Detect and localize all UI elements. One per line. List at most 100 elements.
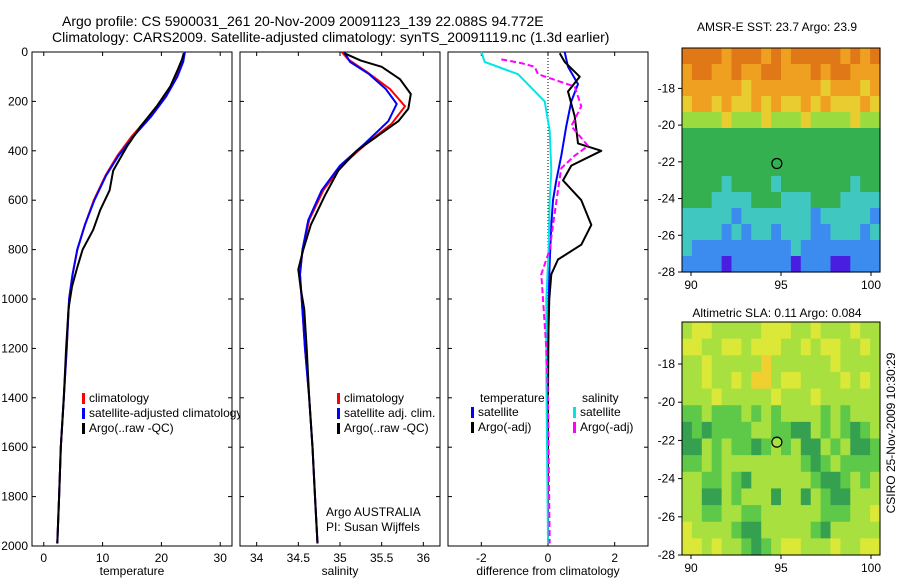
sla-cell <box>781 371 792 390</box>
sla-cell <box>761 388 772 406</box>
sst-cell <box>790 48 802 65</box>
sla-xtick-label: 95 <box>774 561 788 575</box>
sla-cell <box>691 388 703 406</box>
sla-cell <box>790 388 802 406</box>
sla-cell <box>721 338 733 356</box>
sst-cell <box>711 80 723 97</box>
sst-cell <box>751 160 762 177</box>
temperature-xlabel: temperature <box>100 564 165 578</box>
sst-cell <box>850 80 861 97</box>
sla-cell <box>721 322 733 340</box>
sst-cell <box>830 48 841 65</box>
sla-cell <box>771 421 782 440</box>
sst-cell <box>790 64 802 81</box>
sst-cell <box>810 192 822 209</box>
sst-cell <box>790 112 802 129</box>
sla-cell <box>741 521 752 539</box>
sst-cell <box>741 256 752 273</box>
sst-cell <box>682 208 693 225</box>
sla-cell <box>790 521 802 539</box>
sla-cell <box>731 471 742 490</box>
sla-cell <box>741 388 752 406</box>
sst-cell <box>860 192 871 209</box>
sst-cell <box>820 96 832 113</box>
sst-cell <box>771 128 782 145</box>
sla-cell <box>751 538 762 556</box>
sst-cell <box>790 80 802 97</box>
sst-cell <box>721 176 733 193</box>
sst-cell <box>860 256 871 273</box>
sla-cell <box>771 338 782 356</box>
sla-cell <box>820 538 832 556</box>
temperature-panel: 0 10 20 30 0 200 400 600 800 1000 1200 1400 1600 1800… <box>1 45 242 578</box>
sla-cell <box>701 388 713 406</box>
sla-cell <box>860 388 871 406</box>
sla-cell <box>860 455 871 473</box>
sla-cell <box>761 338 772 356</box>
sla-cell <box>731 455 742 473</box>
sla-cell <box>741 505 752 523</box>
sst-cell <box>751 208 762 225</box>
sst-cell <box>790 96 802 113</box>
sla-cell <box>711 421 723 440</box>
sst-cell <box>682 160 693 177</box>
sst-cell <box>800 112 812 129</box>
sst-cell <box>800 240 812 257</box>
sla-cell <box>751 488 762 506</box>
sst-cell <box>711 128 723 145</box>
salinity-legend-item-swatch <box>337 393 340 404</box>
sst-cell <box>781 192 792 209</box>
sla-ytick-label: -24 <box>658 472 676 486</box>
salinity-series-line <box>297 52 412 544</box>
sla-cell <box>810 438 822 456</box>
sst-cell <box>781 64 792 81</box>
sla-cell <box>711 405 723 423</box>
sst-cell <box>711 160 723 177</box>
sst-cell <box>761 64 772 81</box>
sst-cell <box>741 144 752 161</box>
sst-cell <box>800 192 812 209</box>
temperature-legend-item-swatch <box>82 423 85 434</box>
sst-cell <box>850 48 861 65</box>
sla-cell <box>850 471 861 490</box>
sst-cell <box>810 224 822 241</box>
sla-cell <box>781 355 792 373</box>
sst-cell <box>781 144 792 161</box>
sla-cell <box>721 488 733 506</box>
sst-cell <box>790 192 802 209</box>
sla-cell <box>790 421 802 440</box>
sla-cell <box>731 438 742 456</box>
sla-cell <box>741 455 752 473</box>
sla-cell <box>741 538 752 556</box>
sla-cell <box>790 371 802 390</box>
sst-cell <box>800 96 812 113</box>
sst-cell <box>830 256 841 273</box>
sst-cell <box>850 128 861 145</box>
sla-cell <box>781 405 792 423</box>
sst-cell <box>830 96 841 113</box>
sst-cell <box>741 80 752 97</box>
sla-cell <box>830 388 841 406</box>
sla-cell <box>701 538 713 556</box>
sla-cell <box>711 322 723 340</box>
sst-cell <box>751 144 762 161</box>
sst-ytick-label: -26 <box>658 228 676 242</box>
sst-cell <box>860 176 871 193</box>
sla-cell <box>741 421 752 440</box>
sst-cell <box>741 192 752 209</box>
sla-cell <box>850 488 861 506</box>
sla-cell <box>731 355 742 373</box>
difference-xtick-label: 2 <box>611 551 618 565</box>
sst-cell <box>721 128 733 145</box>
sst-cell <box>781 96 792 113</box>
sst-ytick-label: -18 <box>658 81 676 95</box>
sst-cell <box>761 208 772 225</box>
sla-cell <box>860 488 871 506</box>
sst-cell <box>840 112 851 129</box>
sla-cell <box>790 338 802 356</box>
sst-cell <box>761 128 772 145</box>
sst-cell <box>850 176 861 193</box>
sst-cell <box>820 112 832 129</box>
sst-cell <box>870 64 881 81</box>
sst-cell <box>701 256 713 273</box>
